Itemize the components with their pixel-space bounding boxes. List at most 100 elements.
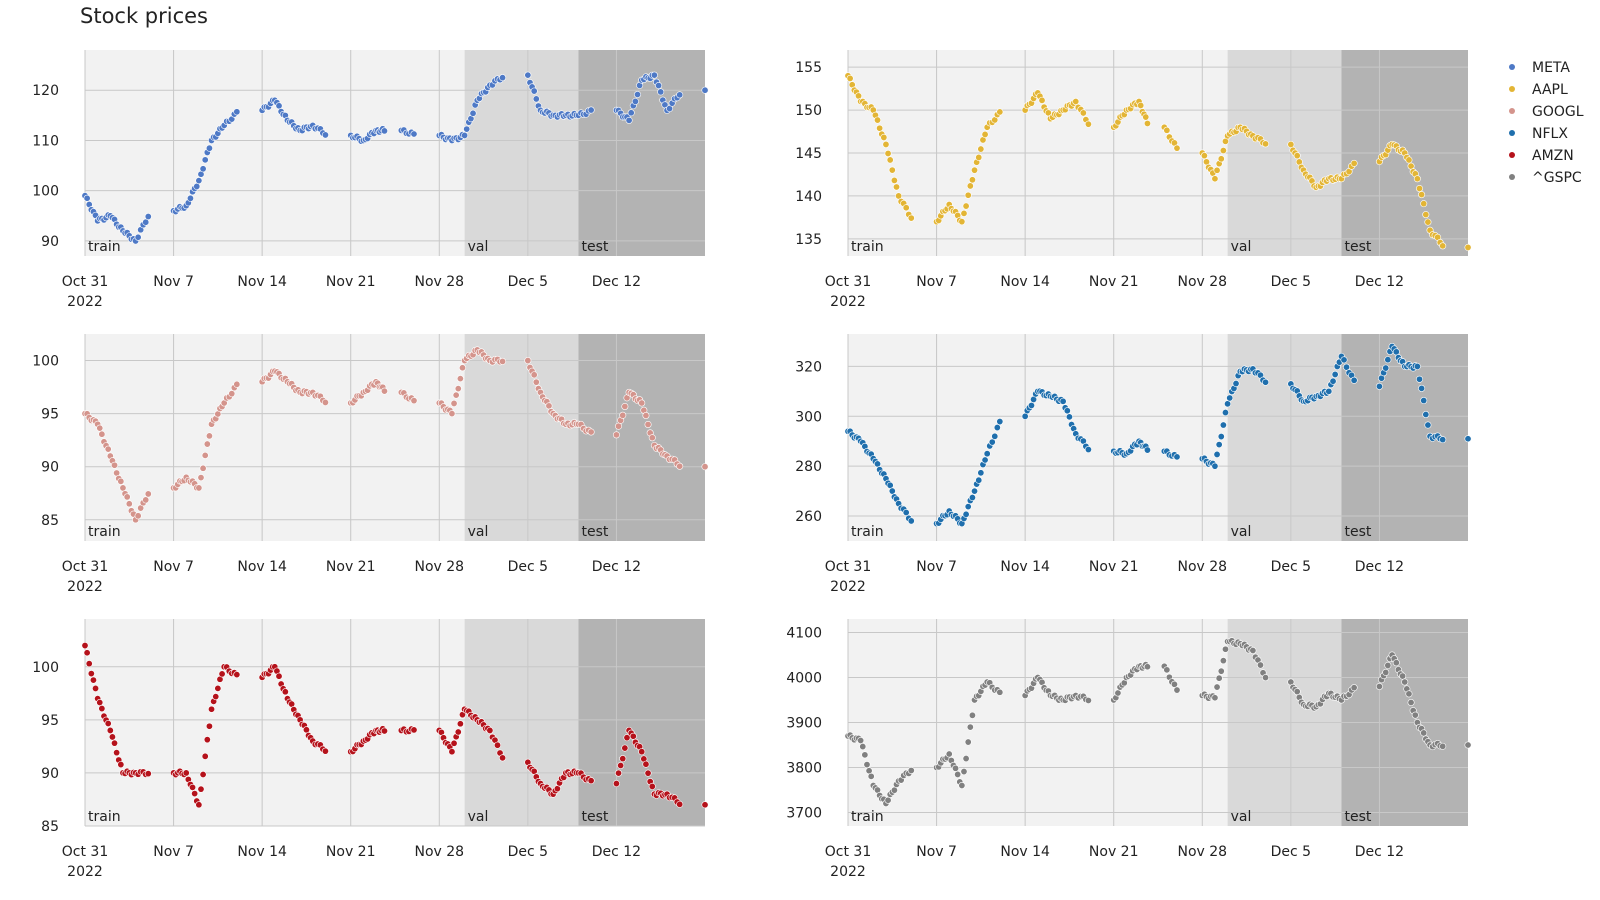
x-tick-label: Dec 5 [1271, 274, 1311, 290]
y-tick-label: 85 [41, 819, 59, 835]
data-point [857, 736, 865, 744]
data-point [1418, 191, 1426, 199]
x-tick-label: Nov 21 [326, 844, 376, 860]
data-point [302, 726, 310, 734]
data-point [1114, 689, 1122, 697]
data-point [108, 733, 116, 741]
data-point [644, 420, 652, 428]
data-point [1084, 696, 1092, 704]
data-point [205, 722, 213, 730]
data-point [208, 705, 216, 713]
data-point [1143, 119, 1151, 127]
data-point [996, 108, 1004, 116]
data-point [988, 438, 996, 446]
legend-marker [1509, 108, 1515, 114]
data-point [1213, 450, 1221, 458]
data-point [1411, 711, 1419, 719]
data-point [113, 749, 121, 757]
data-point [876, 124, 884, 132]
x-tick-label: Dec 12 [592, 559, 641, 575]
data-point [450, 399, 458, 407]
data-point [1343, 363, 1351, 371]
x-year-label: 2022 [67, 864, 103, 880]
data-point [1163, 666, 1171, 674]
data-point [1079, 109, 1087, 117]
y-tick-label: 110 [32, 133, 59, 149]
data-point [454, 728, 462, 736]
data-point [186, 194, 194, 202]
data-point [532, 95, 540, 103]
data-point [450, 739, 458, 747]
data-point [281, 688, 289, 696]
data-point [1221, 409, 1229, 417]
data-point [890, 786, 898, 794]
region-label-val: val [468, 809, 489, 825]
y-tick-label: 260 [795, 509, 822, 525]
panel-meta: train val test 90 100 110 120 Oct 31 Nov 7 Nov 14… [32, 50, 709, 310]
data-point [410, 397, 418, 405]
chart-title: Stock prices [80, 4, 208, 28]
data-point [617, 761, 625, 769]
data-point [884, 796, 892, 804]
data-point [1143, 663, 1151, 671]
region-val [464, 334, 579, 541]
data-point [469, 109, 477, 117]
data-point [1424, 218, 1432, 226]
data-point [648, 434, 656, 442]
data-point [701, 463, 709, 471]
data-point [861, 751, 869, 759]
legend-entry: NFLX [1532, 126, 1568, 142]
data-point [981, 456, 989, 464]
y-tick-label: 3800 [786, 761, 822, 777]
data-point [1213, 166, 1221, 174]
legend-marker [1509, 174, 1515, 180]
data-point [619, 755, 627, 763]
data-point [642, 411, 650, 419]
x-tick-label: Dec 5 [508, 274, 548, 290]
x-tick-label: Dec 5 [508, 844, 548, 860]
panel-aapl: train val test 135 140 145 150 155 Oct 31 Nov 7 No… [795, 50, 1472, 310]
data-point [676, 91, 684, 99]
data-point [134, 512, 142, 520]
data-point [1375, 382, 1383, 390]
data-point [1213, 683, 1221, 691]
y-tick-label: 95 [41, 407, 59, 423]
data-point [966, 723, 974, 731]
x-year-label: 2022 [67, 579, 103, 595]
data-point [1262, 140, 1270, 148]
data-point [456, 375, 464, 383]
x-tick-label: Nov 14 [1000, 274, 1050, 290]
data-point [83, 649, 91, 657]
region-label-val: val [1231, 524, 1252, 540]
data-point [612, 780, 620, 788]
data-point [1084, 446, 1092, 454]
data-point [1262, 378, 1270, 386]
y-tick-label: 145 [795, 146, 822, 162]
data-point [960, 768, 968, 776]
data-point [1200, 152, 1208, 160]
y-tick-label: 95 [41, 713, 59, 729]
region-label-train: train [88, 809, 121, 825]
x-tick-label: Oct 31 [62, 844, 108, 860]
data-point [895, 192, 903, 200]
data-point [195, 801, 203, 809]
data-point [1439, 742, 1447, 750]
data-point [642, 760, 650, 768]
data-point [975, 476, 983, 484]
y-tick-label: 3900 [786, 716, 822, 732]
data-point [1137, 101, 1145, 109]
data-point [993, 424, 1001, 432]
data-point [1350, 376, 1358, 384]
data-point [87, 670, 95, 678]
data-point [201, 156, 209, 164]
data-point [962, 755, 970, 763]
data-point [532, 378, 540, 386]
data-point [996, 688, 1004, 696]
data-point [321, 747, 329, 755]
data-point [1384, 661, 1392, 669]
data-point [499, 754, 507, 762]
region-label-val: val [1231, 809, 1252, 825]
region-label-val: val [468, 524, 489, 540]
data-point [627, 109, 635, 117]
data-point [1331, 370, 1339, 378]
